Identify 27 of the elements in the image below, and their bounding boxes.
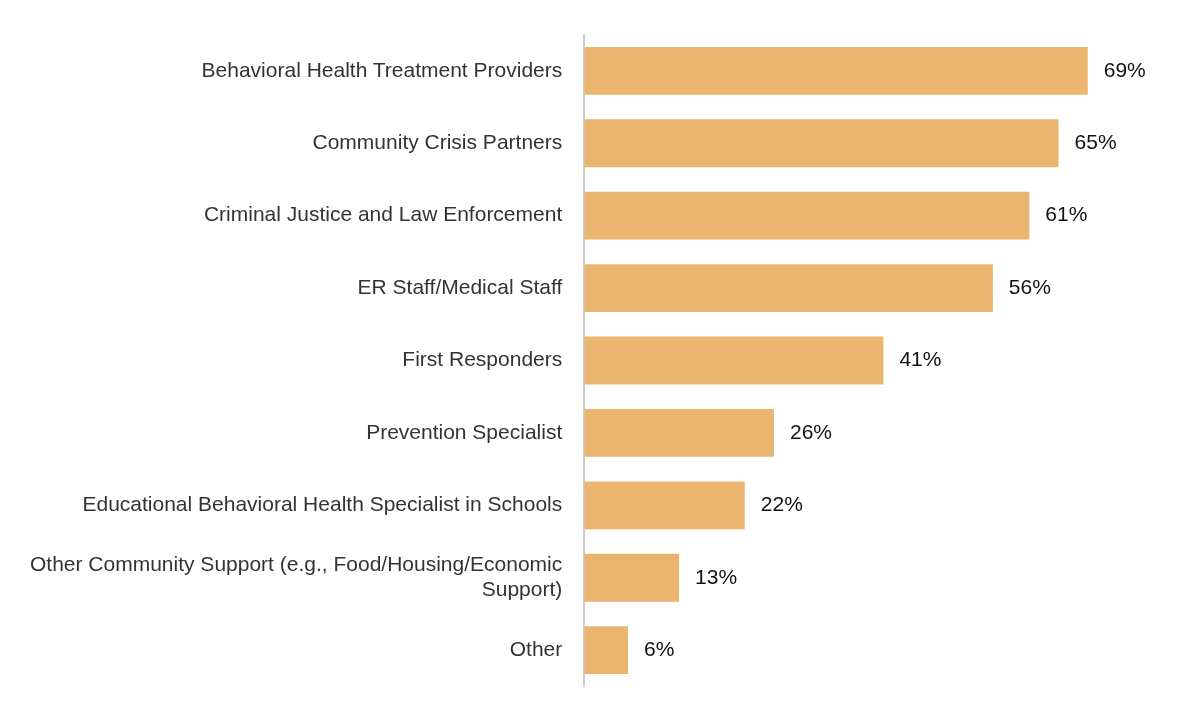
data-label: 6% xyxy=(644,636,675,660)
data-label: 41% xyxy=(899,347,942,371)
bar xyxy=(584,264,993,312)
bar xyxy=(584,481,745,530)
bar xyxy=(584,409,774,457)
data-label: 65% xyxy=(1074,130,1117,154)
bar xyxy=(584,336,884,385)
bar xyxy=(584,626,629,675)
data-label: 56% xyxy=(1008,274,1051,298)
data-label: 69% xyxy=(1103,57,1146,81)
y-tick-label: Other Community Support (e.g., Food/Housing/Economic Support) xyxy=(29,551,563,601)
bar xyxy=(584,553,680,602)
y-tick-label: Prevention Specialist xyxy=(366,419,563,443)
bar xyxy=(584,119,1059,168)
y-tick-label: Educational Behavioral Health Specialist in Schools xyxy=(82,492,563,516)
data-label: 61% xyxy=(1045,202,1088,226)
y-tick-label: Community Crisis Partners xyxy=(312,130,563,154)
bar xyxy=(584,191,1030,240)
y-tick-label: Behavioral Health Treatment Providers xyxy=(201,57,563,81)
data-label: 22% xyxy=(760,492,803,516)
y-tick-label: First Responders xyxy=(402,347,563,371)
y-tick-label: Other xyxy=(509,636,563,660)
y-tick-label: Criminal Justice and Law Enforcement xyxy=(203,202,563,226)
data-label: 26% xyxy=(789,419,832,443)
data-label: 13% xyxy=(695,564,738,588)
bar xyxy=(584,46,1088,95)
y-tick-label: ER Staff/Medical Staff xyxy=(357,274,563,298)
